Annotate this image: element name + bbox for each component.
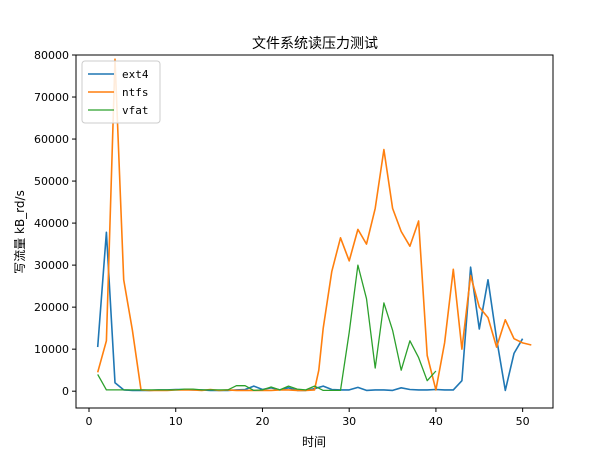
y-axis-label: 写流量 kB_rd/s (13, 190, 27, 274)
x-tick-label: 30 (342, 415, 356, 428)
x-tick-label: 40 (429, 415, 443, 428)
legend-box (81, 60, 161, 124)
y-tick-label: 30000 (34, 259, 69, 272)
series-line-vfat (97, 264, 437, 392)
series-line-ext4 (96, 231, 524, 392)
axis-ticks: 0 10 20 30 40 50 0 10000 20000 30000 40000 50000 600… (34, 49, 530, 428)
legend-label-ext4: ext4 (122, 68, 149, 81)
series-line-ntfs (96, 58, 532, 392)
legend: ext4 ntfs vfat (81, 60, 161, 124)
y-tick-label: 0 (62, 385, 69, 398)
x-axis-label: 时间 (302, 435, 326, 449)
x-tick-label: 20 (255, 415, 269, 428)
legend-label-vfat: vfat (122, 104, 149, 117)
y-tick-label: 10000 (34, 343, 69, 356)
y-tick-label: 20000 (34, 301, 69, 314)
x-tick-label: 0 (86, 415, 93, 428)
y-tick-label: 70000 (34, 91, 69, 104)
axes-frame (75, 54, 554, 409)
legend-label-ntfs: ntfs (122, 86, 149, 99)
y-tick-label: 40000 (34, 217, 69, 230)
x-tick-label: 50 (516, 415, 530, 428)
y-tick-label: 50000 (34, 175, 69, 188)
x-tick-label: 10 (169, 415, 183, 428)
y-tick-label: 60000 (34, 133, 69, 146)
y-tick-label: 80000 (34, 49, 69, 62)
chart-title: 文件系统读压力测试 (252, 35, 378, 52)
plot-area (96, 58, 532, 392)
